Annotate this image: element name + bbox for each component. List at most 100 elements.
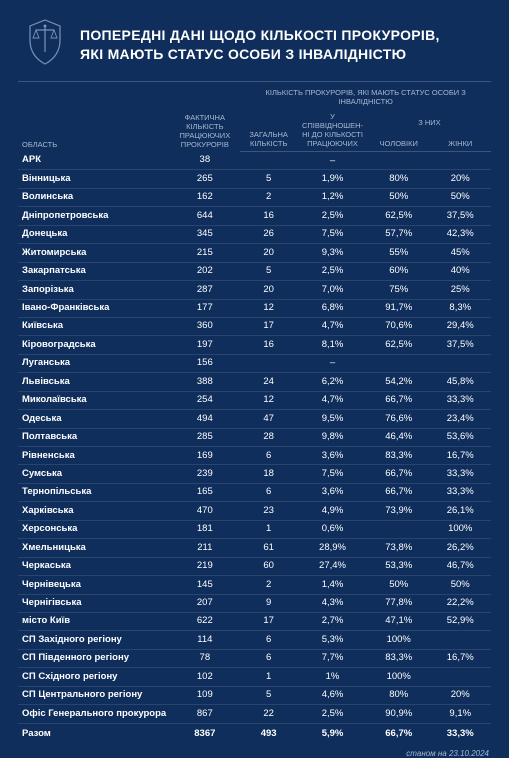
cell-men: 66,7% bbox=[368, 483, 429, 501]
cell-total: 2 bbox=[240, 188, 297, 206]
cell-actual: 162 bbox=[169, 188, 240, 206]
cell-ratio: 9,5% bbox=[297, 410, 368, 428]
cell-total: 12 bbox=[240, 391, 297, 409]
col-total: ЗАГАЛЬНА КІЛЬКІСТЬ bbox=[240, 109, 297, 152]
cell-ratio: 7,5% bbox=[297, 465, 368, 483]
cell-men: 47,1% bbox=[368, 612, 429, 630]
cell-total bbox=[240, 354, 297, 372]
cell-women bbox=[429, 354, 491, 372]
cell-men bbox=[368, 520, 429, 538]
cell-men: 73,9% bbox=[368, 502, 429, 520]
cell-actual: 867 bbox=[169, 705, 240, 723]
cell-women: 46,7% bbox=[429, 557, 491, 575]
cell-men: 75% bbox=[368, 281, 429, 299]
table-row: Житомирська215209,3%55%45% bbox=[18, 244, 491, 262]
cell-actual: 470 bbox=[169, 502, 240, 520]
cell-region: місто Київ bbox=[18, 612, 169, 630]
cell-region: СП Центрального регіону bbox=[18, 686, 169, 704]
cell-women bbox=[429, 668, 491, 686]
table-row: Полтавська285289,8%46,4%53,6% bbox=[18, 428, 491, 446]
col-region: ОБЛАСТЬ bbox=[18, 82, 169, 152]
cell-women: 37,5% bbox=[429, 207, 491, 225]
table-row: Кіровоградська197168,1%62,5%37,5% bbox=[18, 336, 491, 354]
cell-region: Миколаївська bbox=[18, 391, 169, 409]
cell-total: 16 bbox=[240, 336, 297, 354]
cell-women: 29,4% bbox=[429, 317, 491, 335]
cell-total: 6 bbox=[240, 447, 297, 465]
page-title: ПОПЕРЕДНІ ДАНІ ЩОДО КІЛЬКОСТІ ПРОКУРОРІВ… bbox=[80, 26, 440, 64]
cell-total: 20 bbox=[240, 281, 297, 299]
cell-ratio: 1,4% bbox=[297, 576, 368, 594]
cell-region: Офіс Генерального прокурора bbox=[18, 705, 169, 723]
col-men: ЧОЛОВІКИ bbox=[368, 130, 429, 152]
header: ПОПЕРЕДНІ ДАНІ ЩОДО КІЛЬКОСТІ ПРОКУРОРІВ… bbox=[0, 0, 509, 81]
cell-men: 46,4% bbox=[368, 428, 429, 446]
cell-region: Закарпатська bbox=[18, 262, 169, 280]
cell-ratio: 4,7% bbox=[297, 391, 368, 409]
cell-actual: 109 bbox=[169, 686, 240, 704]
table-row: Сумська239187,5%66,7%33,3% bbox=[18, 465, 491, 483]
col-women: ЖІНКИ bbox=[429, 130, 491, 152]
cell-women: 20% bbox=[429, 686, 491, 704]
cell-total: 61 bbox=[240, 539, 297, 557]
cell-ratio: 1,2% bbox=[297, 188, 368, 206]
table-row: СП Центрального регіону10954,6%80%20% bbox=[18, 686, 491, 704]
table-body: АРК38–Вінницька26551,9%80%20%Волинська16… bbox=[18, 152, 491, 743]
table-row: СП Західного регіону11465,3%100% bbox=[18, 631, 491, 649]
table-row: Офіс Генерального прокурора867222,5%90,9… bbox=[18, 705, 491, 723]
cell-region: Івано-Франківська bbox=[18, 299, 169, 317]
cell-ratio: 2,5% bbox=[297, 262, 368, 280]
cell-total: 23 bbox=[240, 502, 297, 520]
cell-ratio: 6,2% bbox=[297, 373, 368, 391]
table-row: Черкаська2196027,4%53,3%46,7% bbox=[18, 557, 491, 575]
table-container: ОБЛАСТЬ ФАКТИЧНА КІЛЬКІСТЬ ПРАЦЮЮЧИХ ПРО… bbox=[0, 81, 509, 743]
cell-actual: 102 bbox=[169, 668, 240, 686]
table-row: Запорізька287207,0%75%25% bbox=[18, 281, 491, 299]
col-actual: ФАКТИЧНА КІЛЬКІСТЬ ПРАЦЮЮЧИХ ПРОКУРОРІВ bbox=[169, 82, 240, 152]
cell-total: 1 bbox=[240, 668, 297, 686]
cell-women: 45% bbox=[429, 244, 491, 262]
cell-ratio: 1,9% bbox=[297, 170, 368, 188]
cell-total: 26 bbox=[240, 225, 297, 243]
cell-men: 80% bbox=[368, 170, 429, 188]
cell-ratio: 4,6% bbox=[297, 686, 368, 704]
cell-total: 17 bbox=[240, 612, 297, 630]
cell-ratio: 9,3% bbox=[297, 244, 368, 262]
cell-women: 8,3% bbox=[429, 299, 491, 317]
cell-actual: 197 bbox=[169, 336, 240, 354]
cell-men: 62,5% bbox=[368, 336, 429, 354]
cell-actual: 215 bbox=[169, 244, 240, 262]
cell-total: 5 bbox=[240, 262, 297, 280]
table-row: Чернігівська20794,3%77,8%22,2% bbox=[18, 594, 491, 612]
cell-total: 28 bbox=[240, 428, 297, 446]
cell-total: 22 bbox=[240, 705, 297, 723]
cell-ratio: 7,7% bbox=[297, 649, 368, 667]
cell-actual: 177 bbox=[169, 299, 240, 317]
cell-men: 70,6% bbox=[368, 317, 429, 335]
cell-region: Дніпропетровська bbox=[18, 207, 169, 225]
cell-actual: 239 bbox=[169, 465, 240, 483]
cell-men: 50% bbox=[368, 576, 429, 594]
cell-total bbox=[240, 152, 297, 170]
cell-ratio: 7,0% bbox=[297, 281, 368, 299]
cell-men: 91,7% bbox=[368, 299, 429, 317]
cell-actual: 388 bbox=[169, 373, 240, 391]
cell-ratio: 4,7% bbox=[297, 317, 368, 335]
table-row: Одеська494479,5%76,6%23,4% bbox=[18, 410, 491, 428]
table-row: Харківська470234,9%73,9%26,1% bbox=[18, 502, 491, 520]
cell-ratio: 9,8% bbox=[297, 428, 368, 446]
cell-ratio: 5,9% bbox=[297, 723, 368, 742]
cell-men: 66,7% bbox=[368, 723, 429, 742]
cell-region: Запорізька bbox=[18, 281, 169, 299]
cell-region: Чернігівська bbox=[18, 594, 169, 612]
cell-total: 6 bbox=[240, 631, 297, 649]
table-header: ОБЛАСТЬ ФАКТИЧНА КІЛЬКІСТЬ ПРАЦЮЮЧИХ ПРО… bbox=[18, 82, 491, 152]
cell-women: 50% bbox=[429, 576, 491, 594]
cell-total: 16 bbox=[240, 207, 297, 225]
cell-actual: 207 bbox=[169, 594, 240, 612]
cell-ratio: 0,6% bbox=[297, 520, 368, 538]
cell-men: 66,7% bbox=[368, 465, 429, 483]
cell-actual: 169 bbox=[169, 447, 240, 465]
cell-men: 57,7% bbox=[368, 225, 429, 243]
cell-women: 9,1% bbox=[429, 705, 491, 723]
